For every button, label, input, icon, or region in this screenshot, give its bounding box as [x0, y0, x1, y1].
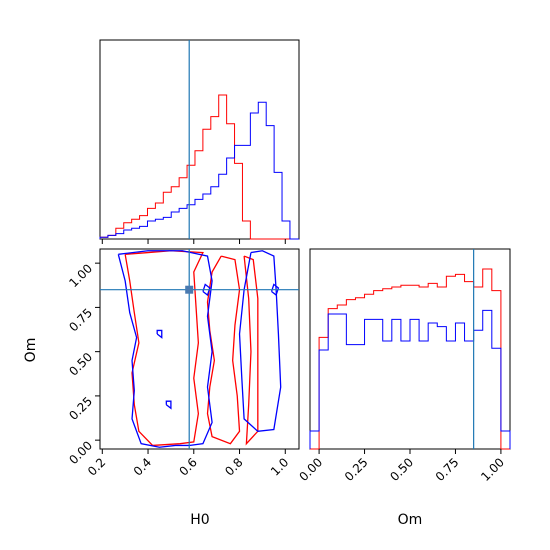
x-axis-label-h0: H0: [190, 512, 209, 528]
x-axis-label-om: Om: [398, 512, 423, 528]
contour-blue-1: [238, 250, 282, 432]
h0-marginal-frame: [99, 39, 300, 240]
h0-histogram: [99, 94, 299, 240]
om-x-tick-label-1: 0.25: [342, 455, 371, 484]
contour-red-1: [124, 250, 204, 447]
contour-red-0: [206, 255, 241, 445]
h0-x-tick-label-3: 0.8: [222, 455, 245, 478]
om-y-tick-label-3: 0.75: [66, 306, 95, 335]
y-axis-label-om: Om: [23, 338, 39, 363]
om-x-tick-label-3: 0.75: [433, 455, 462, 484]
h0-x-tick-label-0: 0.2: [85, 455, 108, 478]
om-x-tick-label-4: 1.00: [478, 455, 507, 484]
truth-marker: [185, 285, 194, 294]
om-y-tick-label-4: 1.00: [66, 261, 95, 290]
om-y-tick-label-2: 0.50: [66, 350, 95, 379]
contour-red-2: [243, 255, 259, 446]
h0-x-tick-label-1: 0.4: [131, 455, 154, 478]
truth-lines: [100, 40, 475, 449]
om-marginal-frame: [309, 248, 511, 450]
h0-hist-blue: [99, 101, 299, 240]
h0-hist-red: [99, 94, 299, 240]
om-hist-blue: [309, 309, 511, 449]
contour-blue-2: [270, 283, 280, 297]
om-y-tick-label-1: 0.25: [66, 394, 95, 423]
contour-blue-4: [156, 329, 163, 339]
contour-blue-3: [202, 283, 211, 297]
om-x-tick-label-2: 0.50: [387, 455, 416, 484]
joint-frame: [99, 248, 300, 450]
om-x-tick-label-0: 0.00: [296, 455, 325, 484]
contour-blue-5: [165, 400, 172, 410]
h0-x-tick-label-4: 1.0: [268, 455, 291, 478]
h0-x-tick-label-2: 0.6: [177, 455, 200, 478]
